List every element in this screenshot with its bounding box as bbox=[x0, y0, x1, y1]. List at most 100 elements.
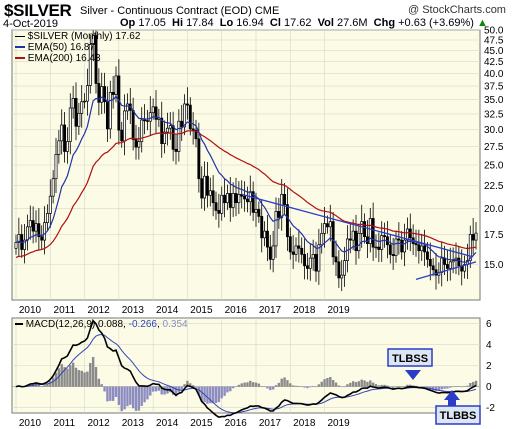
macd-histogram-bar bbox=[103, 386, 106, 392]
candle-body bbox=[383, 235, 387, 238]
candle-body bbox=[400, 239, 404, 253]
candle-body bbox=[100, 86, 104, 103]
price-tick-label: 27.5 bbox=[484, 142, 504, 153]
candle-body bbox=[123, 110, 127, 142]
candle-body bbox=[137, 141, 141, 148]
candle-body bbox=[320, 233, 324, 246]
price-tick-label: 22.5 bbox=[484, 181, 504, 192]
candle-body bbox=[368, 218, 372, 244]
candle-body bbox=[323, 223, 327, 234]
candle-body bbox=[208, 190, 212, 196]
candle-body bbox=[217, 210, 221, 214]
macd-histogram-bar bbox=[449, 386, 452, 388]
candle-body bbox=[263, 230, 267, 239]
volume-value: 27.6M bbox=[336, 17, 368, 29]
candle-body bbox=[257, 209, 261, 217]
macd-histogram-bar bbox=[129, 386, 132, 405]
candle-body bbox=[68, 107, 72, 142]
macd-histogram-bar bbox=[151, 386, 155, 392]
macd-histogram-bar bbox=[391, 386, 395, 388]
low-label: Lo bbox=[219, 17, 234, 29]
macd-histogram-bar bbox=[240, 383, 243, 387]
candle-body bbox=[237, 194, 241, 204]
candle-body bbox=[28, 220, 32, 228]
macd-histogram-bar bbox=[91, 357, 95, 387]
macd-histogram-bar bbox=[171, 386, 175, 395]
macd-histogram-bar bbox=[260, 386, 263, 387]
macd-x-axis: 2010 2011 2012 2013 2014 2015 2016 2017 2018 2019 bbox=[19, 418, 350, 429]
macd-histogram-bar bbox=[209, 386, 212, 404]
candle-body bbox=[414, 243, 418, 246]
macd-histogram-bar bbox=[126, 386, 129, 407]
macd-legend-value: 0.088 bbox=[98, 319, 124, 330]
macd-histogram-bar bbox=[189, 383, 192, 387]
macd-histogram-bar bbox=[69, 365, 72, 387]
candle-body bbox=[334, 256, 338, 263]
macd-histogram-bar bbox=[354, 382, 358, 387]
macd-histogram-bar bbox=[409, 384, 412, 387]
macd-histogram-bar bbox=[46, 383, 49, 387]
candle-body bbox=[271, 245, 275, 260]
price-x-tick-label: 2011 bbox=[54, 305, 76, 316]
candle-body bbox=[423, 245, 427, 253]
candle-body bbox=[25, 226, 29, 241]
candle-body bbox=[474, 232, 478, 241]
candle-body bbox=[403, 239, 407, 253]
price-x-tick-label: 2010 bbox=[19, 305, 42, 316]
macd-histogram-bar bbox=[403, 386, 406, 387]
price-tick-label: 42.5 bbox=[484, 57, 504, 68]
candle-body bbox=[60, 124, 64, 142]
candle-body bbox=[214, 202, 218, 211]
macd-line bbox=[15, 319, 477, 419]
macd-histogram-bar bbox=[100, 384, 103, 387]
macd-histogram-bar bbox=[454, 386, 458, 387]
candle-body bbox=[45, 213, 49, 223]
macd-histogram-bar bbox=[386, 385, 389, 387]
price-x-tick-label: 2016 bbox=[225, 305, 248, 316]
candle-body bbox=[108, 92, 112, 130]
macd-histogram-bar bbox=[297, 386, 301, 387]
macd-histogram-bar bbox=[274, 385, 278, 387]
candle-body bbox=[111, 92, 115, 95]
price-tick-label: 30.0 bbox=[484, 125, 504, 136]
macd-histogram-bar bbox=[369, 380, 372, 387]
macd-histogram-bar bbox=[437, 386, 441, 391]
macd-histogram-bar bbox=[246, 382, 249, 387]
macd-histogram-bar bbox=[140, 386, 143, 406]
legend-main: $SILVER (Monthly) 17.62 bbox=[15, 31, 140, 42]
macd-histogram-bar bbox=[214, 386, 218, 404]
macd-x-tick-label: 2010 bbox=[19, 418, 42, 429]
macd-histogram-bar bbox=[257, 383, 261, 387]
candle-body bbox=[308, 257, 312, 269]
trendline-lower bbox=[415, 261, 477, 280]
candle-body bbox=[397, 238, 401, 241]
price-tick-label: 37.5 bbox=[484, 82, 504, 93]
candle-body bbox=[445, 264, 449, 269]
macd-histogram-bar bbox=[303, 386, 306, 388]
macd-histogram-bar bbox=[311, 386, 315, 387]
macd-histogram-bar bbox=[143, 386, 146, 403]
candle-body bbox=[228, 193, 232, 208]
macd-histogram-bar bbox=[57, 368, 61, 387]
candle-body bbox=[457, 257, 461, 267]
macd-histogram-bar bbox=[289, 383, 292, 387]
legend-ema50-label: EMA(50) 16.87 bbox=[27, 42, 96, 53]
candle-body bbox=[71, 98, 75, 109]
candle-body bbox=[200, 178, 204, 199]
candle-body bbox=[337, 261, 341, 279]
macd-histogram-bar bbox=[357, 381, 361, 387]
tlbbs-arrow-icon bbox=[444, 390, 460, 406]
candle-body bbox=[143, 119, 147, 122]
macd-histogram-bar bbox=[37, 384, 41, 387]
candle-body bbox=[225, 193, 229, 204]
ohlc-readout: Op 17.05 Hi 17.84 Lo 16.94 Cl 17.62 Vol … bbox=[120, 17, 488, 29]
high-value: 17.84 bbox=[186, 17, 214, 29]
candle-body bbox=[314, 254, 318, 272]
candle-body bbox=[377, 246, 381, 250]
candle-body bbox=[283, 194, 287, 205]
candle-body bbox=[145, 120, 149, 122]
candle-body bbox=[285, 204, 289, 238]
macd-histogram-bar bbox=[434, 386, 438, 391]
macd-histogram-bar bbox=[266, 386, 269, 389]
macd-histogram-bar bbox=[237, 384, 241, 387]
